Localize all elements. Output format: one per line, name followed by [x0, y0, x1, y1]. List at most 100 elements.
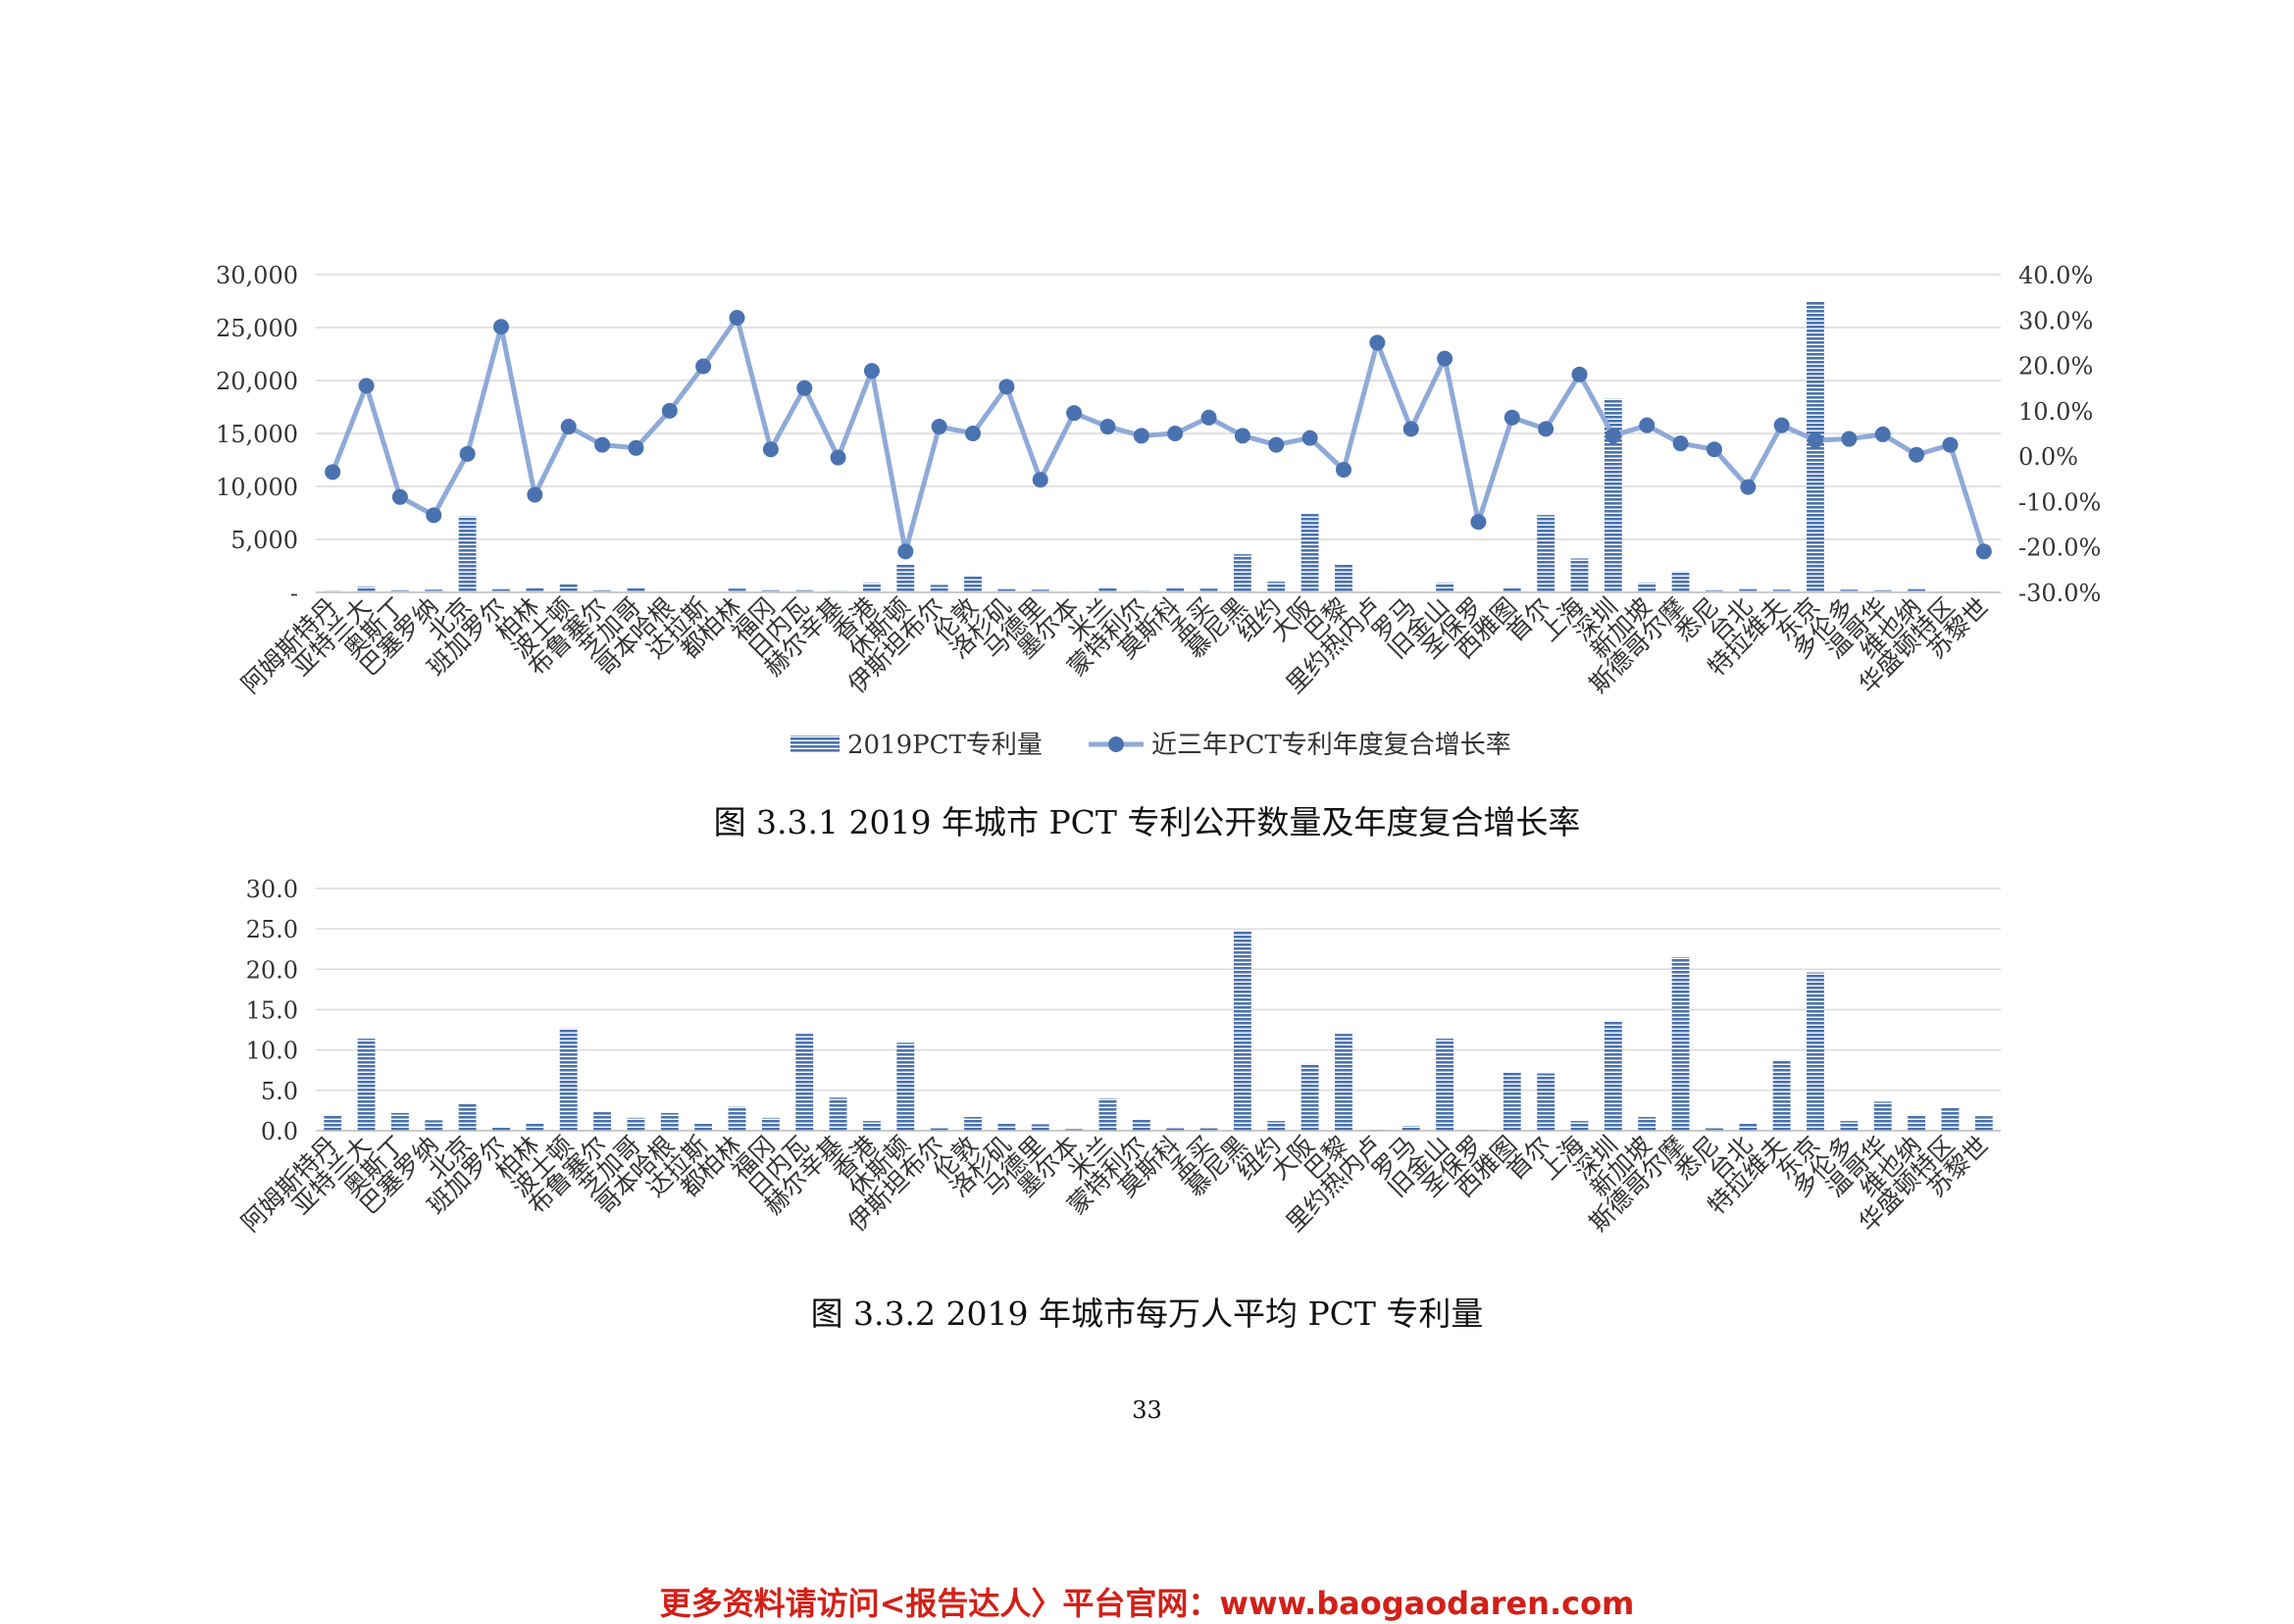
bar [492, 588, 510, 592]
y-right-tick-label: 0.0% [2018, 443, 2078, 471]
bar [1267, 1121, 1286, 1131]
bar [1671, 956, 1690, 1131]
pct-count-growth-chart: - 5,000 10,000 15,000 20,000 25,000 30,000 -30.… [216, 262, 2101, 760]
bar [829, 590, 847, 592]
growth-rate-point [1369, 334, 1386, 351]
growth-rate-point [391, 488, 408, 505]
y-right-tick-label: -30.0% [2018, 580, 2101, 607]
bar [1671, 571, 1690, 592]
growth-rate-point [1706, 441, 1722, 458]
growth-rate-point [1133, 428, 1149, 444]
pct-per-10k-chart: 0.05.010.015.020.025.030.0阿姆斯特丹亚特兰大奥斯丁巴塞… [236, 876, 2001, 1238]
growth-rate-point [492, 319, 509, 335]
footer-link-text[interactable]: 更多资料请访问<报告达人〉平台官网：www.baogaodaren.com [659, 1585, 1635, 1622]
bar [1706, 1128, 1723, 1131]
bar [1638, 583, 1657, 592]
growth-rate-point [1538, 421, 1555, 437]
bar [829, 1097, 847, 1131]
bar [1706, 589, 1723, 592]
growth-rate-point [1167, 426, 1184, 441]
bar [1098, 1098, 1117, 1131]
bar [863, 1121, 881, 1131]
bar [1098, 586, 1117, 592]
y-left-tick-label: - [290, 580, 298, 607]
bar [1300, 1063, 1319, 1131]
bar [795, 1034, 814, 1131]
bar [896, 1042, 915, 1131]
bar [458, 516, 477, 592]
bar [660, 1112, 679, 1131]
growth-rate-point [1672, 435, 1689, 452]
y-tick-label: 15.0 [246, 997, 298, 1025]
bar [1436, 583, 1453, 592]
growth-rate-point [1099, 419, 1116, 435]
growth-rate-point [1301, 430, 1318, 446]
bar [1570, 1121, 1589, 1131]
bar [1335, 1034, 1352, 1131]
bar [1132, 590, 1150, 592]
bar [357, 586, 376, 592]
bar [1537, 515, 1555, 592]
growth-rate-point [1874, 426, 1891, 442]
bar [728, 588, 746, 592]
bar [1772, 589, 1791, 592]
y-right-tick-label: 20.0% [2018, 353, 2093, 381]
growth-rate-point [1639, 417, 1656, 433]
bar [964, 575, 982, 592]
y-left-tick-label: 10,000 [216, 474, 298, 501]
y-right-tick-label: -20.0% [2018, 534, 2101, 562]
y-right-tick-label: 10.0% [2018, 398, 2093, 426]
bar [1604, 398, 1622, 592]
bar [1739, 588, 1758, 592]
growth-rate-point [1942, 436, 1959, 453]
legend-bar-swatch [790, 736, 840, 753]
bar [694, 1123, 713, 1131]
growth-rate-point [628, 439, 644, 456]
bar [1031, 589, 1049, 592]
bar [324, 1114, 342, 1131]
bar [526, 1122, 544, 1131]
growth-rate-point [1402, 421, 1419, 437]
bar [1772, 1059, 1791, 1131]
bar [1604, 1021, 1622, 1131]
bar [997, 1123, 1016, 1131]
bar [1503, 1071, 1521, 1131]
bar [1807, 972, 1824, 1131]
bar [1166, 586, 1185, 592]
bar [458, 1103, 477, 1131]
growth-rate-point [1773, 417, 1790, 433]
bar [559, 1028, 578, 1131]
growth-rate-point [527, 486, 543, 503]
bar [425, 1120, 443, 1131]
bar [1065, 1129, 1084, 1131]
bar [761, 1117, 780, 1131]
bar [1638, 1117, 1657, 1131]
bar [390, 1112, 409, 1131]
bar [1873, 589, 1892, 592]
bar [324, 590, 342, 592]
growth-rate-point [1504, 409, 1520, 426]
bar [593, 1112, 611, 1131]
bar [1436, 1039, 1453, 1131]
growth-rate-point [762, 441, 779, 458]
figure-caption-1: 图 3.3.1 2019 年城市 PCT 专利公开数量及年度复合增长率 [713, 803, 1581, 841]
growth-rate-point [931, 419, 947, 435]
bar [1873, 1101, 1892, 1131]
growth-rate-point [1066, 405, 1083, 422]
growth-rate-point [1808, 431, 1824, 448]
bar [1503, 586, 1521, 592]
growth-rate-point [796, 380, 813, 396]
growth-rate-point [1975, 543, 1992, 560]
bar [627, 1117, 645, 1131]
growth-rate-point [325, 464, 341, 481]
y-right-tick-label: 40.0% [2018, 262, 2093, 289]
bar [627, 587, 645, 592]
bar [526, 587, 544, 592]
y-left-tick-label: 20,000 [216, 368, 298, 395]
bar [930, 584, 948, 592]
bar [964, 1117, 982, 1131]
growth-rate-point [1268, 436, 1285, 453]
y-tick-label: 0.0 [261, 1118, 298, 1145]
bar [1908, 1114, 1926, 1131]
